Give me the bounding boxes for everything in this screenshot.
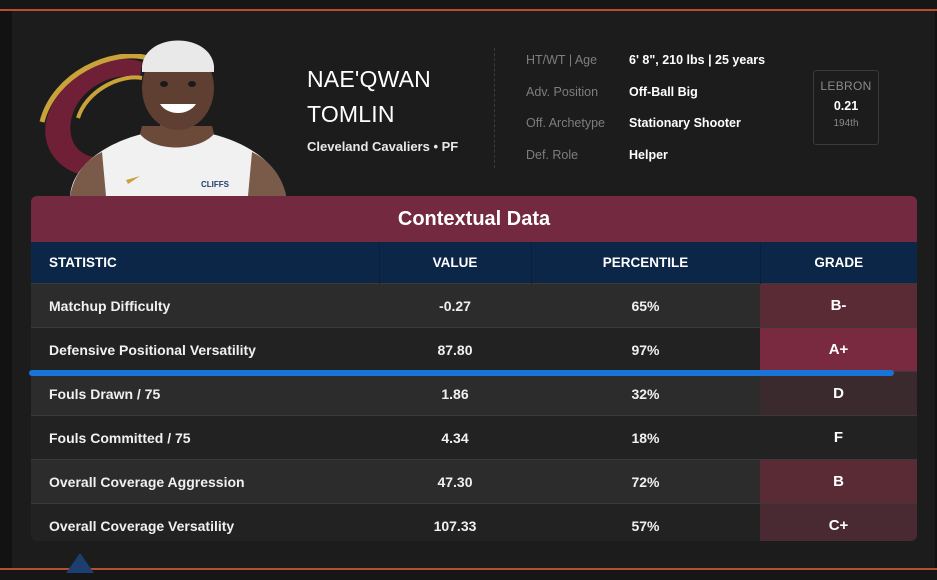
info-value: 6' 8", 210 lbs | 25 years [629, 53, 766, 67]
stat-cell: Defensive Positional Versatility [31, 327, 379, 372]
info-row-adv-position: Adv. Position Off-Ball Big [526, 85, 765, 117]
player-info-list: HT/WT | Age 6' 8", 210 lbs | 25 years Ad… [526, 53, 765, 179]
grade-cell: B- [760, 283, 917, 328]
table-row: Overall Coverage Aggression 47.30 72% B [31, 459, 917, 504]
percentile-cell: 18% [531, 415, 760, 460]
percentile-cell: 57% [531, 503, 760, 541]
info-key: Off. Archetype [526, 116, 605, 130]
table-row: Overall Coverage Versatility 107.33 57% C+ [31, 503, 917, 541]
percentile-cell: 72% [531, 459, 760, 504]
grade-cell: A+ [760, 327, 917, 372]
value-cell: 4.34 [379, 415, 531, 460]
grade-cell: C+ [760, 503, 917, 541]
team-logo-icon [39, 54, 153, 177]
info-row-def-role: Def. Role Helper [526, 148, 765, 180]
lebron-value: 0.21 [833, 99, 859, 113]
value-cell: 87.80 [379, 327, 531, 372]
info-key: HT/WT | Age [526, 53, 598, 67]
player-team-position: Cleveland Cavaliers • PF [307, 139, 459, 154]
stat-cell: Fouls Committed / 75 [31, 415, 379, 460]
stat-cell: Overall Coverage Versatility [31, 503, 379, 541]
info-key: Def. Role [526, 147, 579, 162]
player-first-name: NAE'QWAN [307, 66, 431, 92]
player-last-name: TOMLIN [307, 101, 395, 127]
percentile-cell: 97% [531, 327, 760, 372]
pointer-icon [66, 553, 94, 573]
info-row-height-weight-age: HT/WT | Age 6' 8", 210 lbs | 25 years [526, 53, 765, 85]
table-header-row: STATISTIC VALUE PERCENTILE GRADE [31, 242, 917, 284]
grade-cell: D [760, 371, 917, 416]
panel-title: Contextual Data [31, 196, 917, 242]
info-row-off-archetype: Off. Archetype Stationary Shooter [526, 116, 765, 148]
info-value: Off-Ball Big [629, 84, 698, 99]
divider [494, 48, 495, 168]
lebron-label: LEBRON [820, 79, 872, 93]
table-row: Fouls Committed / 75 4.34 18% F [31, 415, 917, 460]
value-cell: 107.33 [379, 503, 531, 541]
table-row: Matchup Difficulty -0.27 65% B- [31, 283, 917, 328]
stat-cell: Fouls Drawn / 75 [31, 371, 379, 416]
percentile-cell: 65% [531, 283, 760, 328]
player-name: NAE'QWAN TOMLIN [307, 62, 431, 132]
contextual-data-panel: Contextual Data STATISTIC VALUE PERCENTI… [31, 196, 917, 541]
value-cell: -0.27 [379, 283, 531, 328]
bottom-frame-bar [0, 568, 937, 580]
jersey-sponsor-text: CLIFFS [201, 180, 229, 189]
stat-cell: Overall Coverage Aggression [31, 459, 379, 504]
column-header-value[interactable]: VALUE [379, 242, 532, 284]
grade-cell: F [760, 415, 917, 460]
info-value: Helper [629, 147, 668, 162]
highlight-line [29, 370, 894, 376]
column-header-statistic[interactable]: STATISTIC [31, 242, 380, 284]
column-header-grade[interactable]: GRADE [760, 242, 917, 284]
grade-cell: B [760, 459, 917, 504]
table-row: Fouls Drawn / 75 1.86 32% D [31, 371, 917, 416]
lebron-rank: 194th [833, 118, 859, 129]
stat-cell: Matchup Difficulty [31, 283, 379, 328]
table-row: Defensive Positional Versatility 87.80 97%… [31, 327, 917, 372]
info-value: Stationary Shooter [629, 116, 741, 130]
top-frame-bar [0, 0, 937, 11]
player-photo [70, 40, 286, 196]
value-cell: 47.30 [379, 459, 531, 504]
contextual-data-table: STATISTIC VALUE PERCENTILE GRADE Matchup… [31, 242, 917, 541]
value-cell: 1.86 [379, 371, 531, 416]
info-key: Adv. Position [526, 84, 599, 99]
percentile-cell: 32% [531, 371, 760, 416]
lebron-badge: LEBRON 0.21 194th [813, 70, 879, 145]
column-header-percentile[interactable]: PERCENTILE [531, 242, 761, 284]
